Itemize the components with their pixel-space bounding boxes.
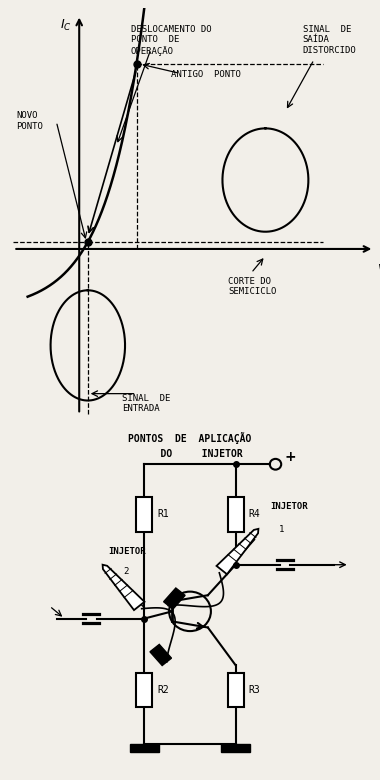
Polygon shape [103,565,144,610]
Text: R3: R3 [248,686,260,695]
Bar [221,744,250,752]
Bar [228,673,244,707]
Text: NOVO
PONTO: NOVO PONTO [16,112,43,130]
Text: DESLOCAMENTO DO
PONTO  DE
OPERAÇÃO: DESLOCAMENTO DO PONTO DE OPERAÇÃO [131,25,211,56]
Bar [136,498,152,531]
Text: R1: R1 [157,509,169,519]
Text: SINAL  DE
SAÍDA
DISTORCIDO: SINAL DE SAÍDA DISTORCIDO [302,25,356,55]
Polygon shape [217,529,258,574]
Text: SINAL  DE
ENTRADA: SINAL DE ENTRADA [122,394,171,413]
Text: 2: 2 [124,566,129,576]
Text: R2: R2 [157,686,169,695]
Bar [130,744,159,752]
Text: INJETOR: INJETOR [108,547,146,555]
Polygon shape [150,644,171,665]
Text: PONTOS  DE  APLICAÇÃO
    DO     INJETOR: PONTOS DE APLICAÇÃO DO INJETOR [128,432,252,459]
Text: $V_{BE}$: $V_{BE}$ [377,263,380,278]
Text: 1: 1 [279,525,285,534]
Bar [136,673,152,707]
Text: ANTIGO  PONTO: ANTIGO PONTO [171,70,241,79]
Polygon shape [164,588,185,609]
Text: R4: R4 [248,509,260,519]
Text: CORTE DO
SEMICICLO: CORTE DO SEMICICLO [228,277,277,296]
Text: INJETOR: INJETOR [270,502,307,511]
Text: $I_C$: $I_C$ [60,18,72,34]
Text: +: + [284,450,296,464]
Bar [228,498,244,531]
